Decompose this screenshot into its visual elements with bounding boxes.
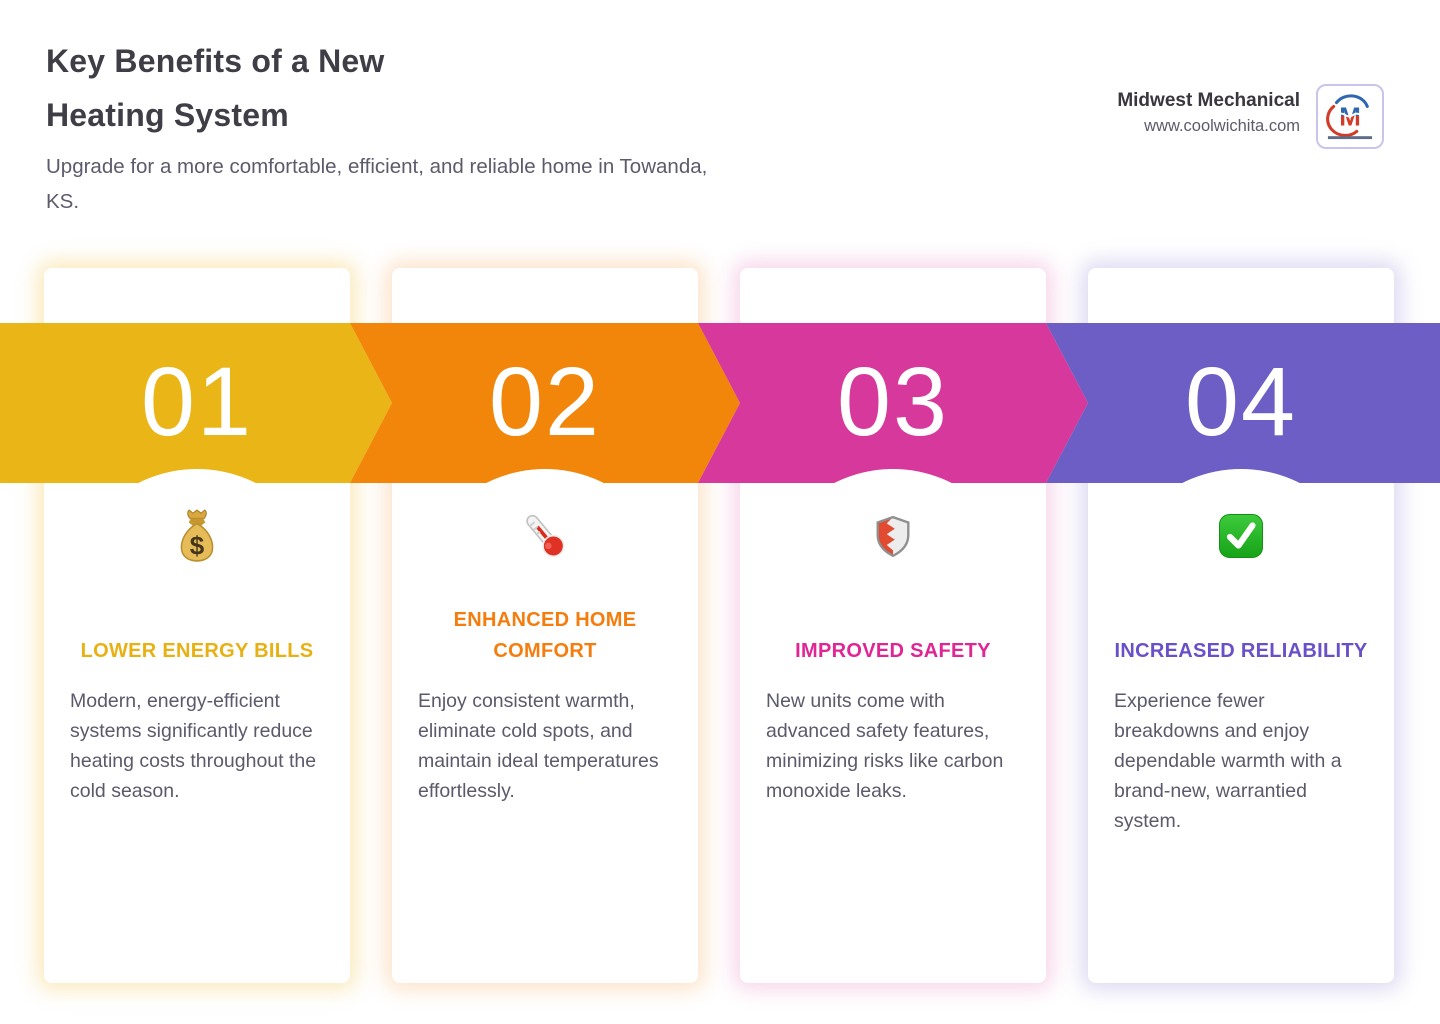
- shield-icon: [740, 506, 1046, 566]
- benefit-description: Modern, energy-efficient systems signifi…: [70, 690, 317, 802]
- benefit-title: LOWER ENERGY BILLS: [80, 640, 314, 662]
- benefit-title: IMPROVED SAFETY: [795, 640, 991, 662]
- page-title: Key Benefits of a New Heating System: [46, 43, 385, 133]
- page-subtitle: Upgrade for a more comfortable, efficien…: [46, 155, 708, 213]
- money-bag-icon: $: [44, 506, 350, 566]
- band-segment-4: [1046, 323, 1440, 483]
- step-2: 02 ENHANCED HOME COMFORT Enjoy consisten…: [392, 268, 698, 983]
- icon-notch-circle: [486, 469, 604, 483]
- band-segment-2: [350, 323, 740, 483]
- step-number: 03: [837, 347, 949, 456]
- company-info: Midwest Mechanical www.coolwichita.com: [1117, 90, 1300, 136]
- thermometer-icon: [392, 506, 698, 566]
- midwest-mechanical-m-logo-icon: M M: [1326, 93, 1373, 139]
- svg-text:M: M: [1339, 103, 1361, 131]
- band-segment-3: [698, 323, 1088, 483]
- band-segment-1: [0, 323, 392, 483]
- benefit-description: Experience fewer breakdowns and enjoy de…: [1114, 690, 1342, 832]
- company-logo: M M: [1316, 84, 1384, 149]
- icon-notch-circle: [1182, 469, 1300, 483]
- step-4: 04 INCREASED RELIABILITY Experience fewe…: [1088, 268, 1394, 983]
- step-number: 02: [489, 347, 601, 456]
- benefit-description: Enjoy consistent warmth, eliminate cold …: [418, 690, 659, 802]
- benefit-title: ENHANCED HOME COMFORT: [453, 609, 637, 662]
- icon-notch-circle: [138, 469, 256, 483]
- company-name: Midwest Mechanical: [1117, 90, 1300, 111]
- step-number: 01: [141, 347, 253, 456]
- check-mark-icon: [1088, 506, 1394, 566]
- benefit-title: INCREASED RELIABILITY: [1114, 640, 1368, 662]
- step-3: 03 IMPROVED SAFETY New units come with a…: [740, 268, 1046, 983]
- step-arrow-band: [0, 323, 1440, 483]
- benefit-description: New units come with advanced safety feat…: [766, 690, 1004, 802]
- company-website: www.coolwichita.com: [1144, 117, 1300, 135]
- icon-notch-circle: [834, 469, 952, 483]
- step-1: 01 $ LOWER ENERGY BILLS Modern, energy-e…: [44, 268, 350, 983]
- svg-text:$: $: [190, 531, 205, 561]
- step-number: 04: [1185, 347, 1297, 456]
